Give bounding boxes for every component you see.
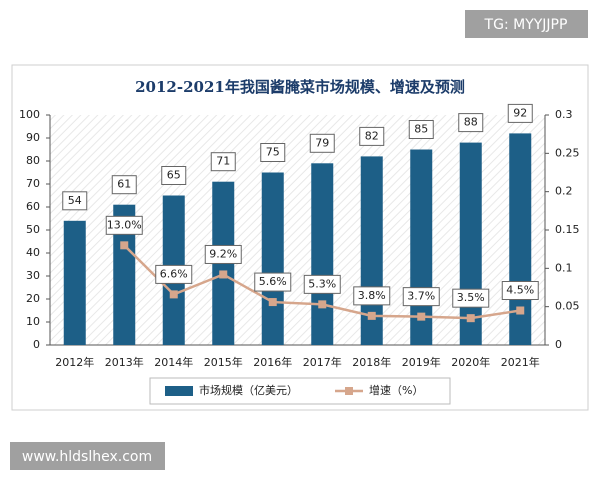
bar-label-box (359, 126, 385, 146)
x-tick-label: 2013年 (105, 355, 144, 369)
y2-tick-label: 0 (555, 338, 562, 351)
growth-label-box (204, 244, 242, 264)
x-tick-label: 2019年 (402, 355, 441, 369)
bar-label-box (210, 152, 236, 172)
y2-tick-label: 0.3 (555, 108, 573, 121)
bar-label-box (111, 175, 137, 195)
growth-marker (219, 270, 228, 279)
growth-label: 4.5% (506, 284, 534, 297)
bar-label-box (161, 166, 187, 185)
growth-label-box (155, 264, 193, 284)
growth-label: 3.8% (358, 289, 386, 302)
growth-label: 3.7% (407, 290, 435, 303)
x-tick-label: 2012年 (55, 355, 94, 369)
legend (149, 377, 451, 405)
x-tick-label: 2021年 (501, 355, 540, 369)
watermark-box (465, 10, 588, 38)
growth-marker (268, 298, 277, 307)
y-tick-label: 30 (26, 269, 40, 282)
growth-label: 5.3% (308, 277, 336, 290)
y2-tick-label: 0.15 (555, 223, 580, 236)
x-tick-label: 2016年 (253, 355, 292, 369)
growth-label-box (501, 281, 539, 300)
growth-marker (466, 314, 475, 323)
bar-label-box (507, 103, 533, 123)
legend-swatch-marker (345, 387, 353, 395)
y-tick-label: 50 (26, 223, 40, 236)
y2-tick-label: 0.2 (555, 185, 573, 198)
bar (261, 172, 284, 345)
bar-label: 65 (167, 169, 181, 182)
footer: www.hldslhex.com (22, 449, 152, 465)
bar (63, 220, 86, 345)
y-tick-label: 60 (26, 200, 40, 213)
growth-marker (318, 300, 327, 309)
growth-label: 6.6% (160, 267, 188, 280)
y-tick-label: 100 (19, 108, 40, 121)
y2-tick-label: 0.1 (555, 261, 573, 274)
chart-title: 2012-2021年我国酱腌菜市场规模、增速及预测 (135, 78, 465, 96)
bar-label: 54 (68, 194, 82, 207)
bar-label: 82 (365, 129, 379, 142)
bar (311, 163, 334, 345)
x-tick-label: 2014年 (154, 355, 193, 369)
bar-label: 75 (266, 146, 280, 159)
y-tick-label: 0 (33, 338, 40, 351)
growth-label: 3.5% (457, 291, 485, 304)
legend-label: 市场规模（亿美元） (199, 383, 298, 397)
growth-label: 13.0% (107, 218, 142, 231)
growth-label-box (402, 287, 440, 307)
bar-label: 88 (464, 116, 478, 129)
x-tick-label: 2018年 (352, 355, 391, 369)
watermark: TG: MYYJJPP (484, 17, 568, 33)
y-tick-label: 40 (26, 246, 40, 259)
growth-marker (367, 311, 376, 320)
growth-marker (169, 290, 178, 299)
growth-label-box (105, 215, 143, 235)
growth-marker (516, 306, 525, 315)
bar-label-box (260, 143, 286, 162)
y2-tick-label: 0.05 (555, 300, 580, 313)
growth-label-box (254, 272, 292, 292)
growth-label-box (452, 288, 490, 308)
y-tick-label: 80 (26, 154, 40, 167)
bar-label: 61 (117, 178, 131, 191)
bar (113, 204, 136, 345)
growth-label-box (303, 274, 341, 294)
x-tick-label: 2020年 (451, 355, 490, 369)
growth-marker (120, 241, 129, 250)
y-tick-label: 10 (26, 315, 40, 328)
growth-marker (417, 312, 426, 321)
growth-label: 5.6% (259, 275, 287, 288)
growth-label-box (353, 286, 391, 306)
legend-label: 增速（%） (369, 383, 423, 397)
y-tick-label: 70 (26, 177, 40, 190)
x-tick-label: 2017年 (303, 355, 342, 369)
y-tick-label: 20 (26, 292, 40, 305)
bar-label: 85 (414, 123, 428, 136)
bar-label-box (309, 133, 335, 153)
y2-tick-label: 0.25 (555, 146, 580, 159)
y-tick-label: 90 (26, 131, 40, 144)
bar-label: 79 (315, 136, 329, 149)
growth-label: 9.2% (209, 247, 237, 260)
bar-label-box (408, 120, 434, 139)
bar-label: 92 (513, 106, 527, 119)
bar-label-box (458, 113, 484, 133)
bar-label-box (62, 191, 88, 211)
x-tick-label: 2015年 (204, 355, 243, 369)
bar-label: 71 (216, 155, 230, 168)
legend-swatch (165, 386, 193, 396)
footer-box (10, 442, 165, 470)
